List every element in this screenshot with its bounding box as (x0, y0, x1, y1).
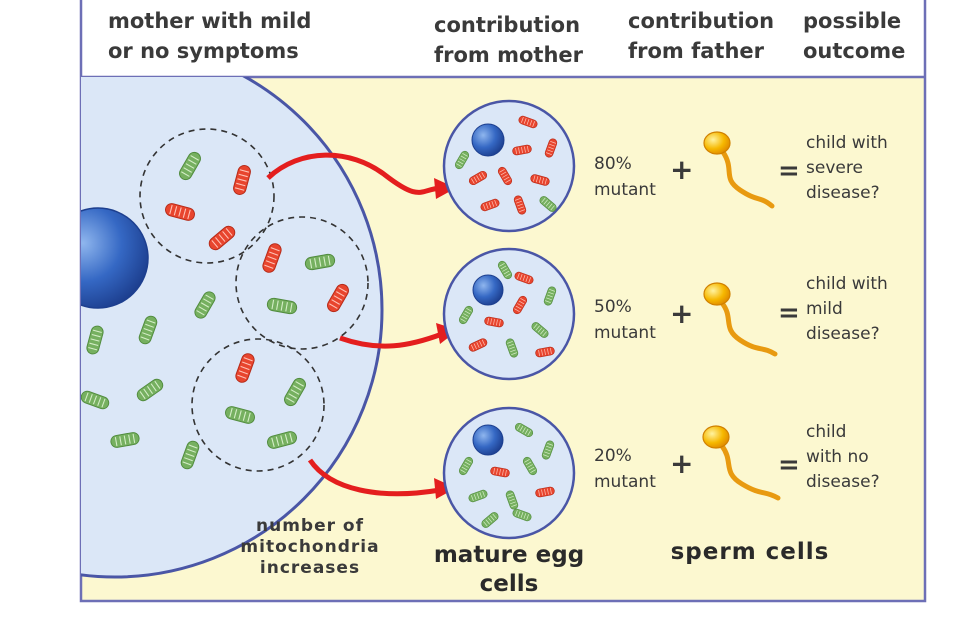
header-contribution-father-line2: from father (628, 39, 765, 63)
egg-cells-caption: mature egg cells (416, 541, 602, 599)
egg-cell-50 (442, 247, 576, 381)
outcome-line1: child (806, 422, 847, 442)
percent-mutant-label: mutant (594, 180, 656, 200)
egg-caption-line1: mature egg (433, 542, 585, 568)
sperm-cell (703, 131, 775, 209)
percent-value: 20% (594, 446, 632, 466)
mitochondria-increase-annotation: number of mitochondria increases (210, 516, 410, 579)
header-mother-line1: mother with mild (108, 9, 312, 33)
percent-mutant-label: mutant (594, 323, 656, 343)
header-contribution-mother-line1: contribution (434, 13, 581, 37)
header-mother: mother with mild or no symptoms (108, 6, 311, 66)
plus-sign: + (670, 297, 694, 330)
header-contribution-mother: contribution from mother (434, 10, 583, 70)
sperm-cell (703, 282, 778, 357)
header-band (81, 0, 925, 77)
percent-value: 80% (594, 154, 632, 174)
header-mother-line2: or no symptoms (108, 39, 299, 63)
header-contribution-father-line1: contribution (628, 9, 775, 33)
plus-sign: + (670, 153, 694, 186)
plus-sign: + (670, 447, 694, 480)
mother-cell (81, 77, 384, 579)
row-80-outcome: child with severe disease? (806, 131, 888, 206)
header-outcome-line2: outcome (803, 39, 906, 63)
annotation-line3: increases (259, 558, 361, 578)
mitochondria-cluster (139, 128, 275, 264)
percent-mutant-label: mutant (594, 472, 656, 492)
outcome-line3: disease? (806, 324, 880, 344)
percent-value: 50% (594, 297, 632, 317)
mother-nucleus (81, 207, 149, 309)
mitochondria-cluster (191, 338, 325, 472)
row-20-percent: 20% mutant (594, 443, 656, 495)
outcome-line3: disease? (806, 472, 880, 492)
transfer-arrows (266, 152, 458, 499)
egg-cell-20 (442, 406, 576, 540)
mitochondria-cluster (235, 216, 369, 350)
equals-sign: = (778, 298, 800, 328)
equals-sign: = (778, 450, 800, 480)
outcome-line2: with no (806, 447, 869, 467)
header-outcome: possible outcome (803, 6, 905, 66)
header-contribution-father: contribution from father (628, 6, 774, 66)
outcome-line2: severe (806, 158, 863, 178)
sperm-cell (702, 425, 781, 501)
outcome-line2: mild (806, 299, 843, 319)
outcome-line3: disease? (806, 183, 880, 203)
egg-caption-line2: cells (479, 571, 539, 597)
sperm-cells-caption: sperm cells (670, 539, 830, 565)
row-20-outcome: child with no disease? (806, 420, 880, 495)
annotation-line1: number of (256, 516, 364, 536)
row-80-percent: 80% mutant (594, 151, 656, 203)
outcome-line1: child with (806, 133, 888, 153)
row-50-percent: 50% mutant (594, 294, 656, 346)
egg-cell-80 (442, 99, 576, 233)
header-contribution-mother-line2: from mother (434, 43, 584, 67)
row-50-outcome: child with mild disease? (806, 272, 888, 347)
equals-sign: = (778, 156, 800, 186)
outcome-line1: child with (806, 274, 888, 294)
annotation-line2: mitochondria (240, 537, 380, 557)
header-outcome-line1: possible (803, 9, 902, 33)
